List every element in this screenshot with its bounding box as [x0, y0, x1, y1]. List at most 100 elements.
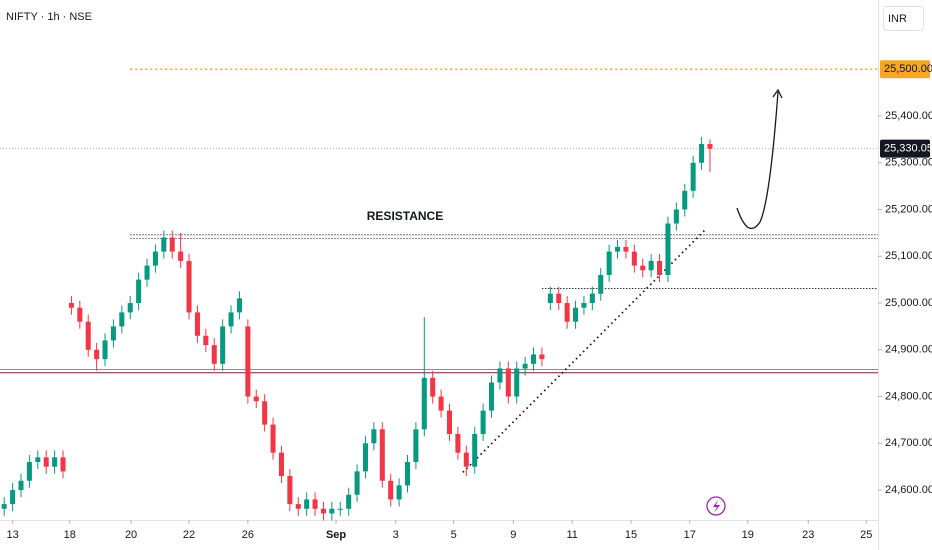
candle-body	[228, 312, 234, 327]
candle-body	[598, 274, 604, 294]
candle-body	[152, 251, 158, 266]
candle-body	[463, 452, 469, 467]
arrow-head	[772, 88, 783, 99]
x-tick-label: 23	[802, 529, 814, 541]
y-tick-label: 25,400.00	[885, 110, 932, 122]
candle-body	[203, 335, 209, 346]
candle-body	[362, 443, 369, 472]
y-tick-label: 24,800.00	[885, 390, 932, 402]
candle-body	[119, 312, 125, 327]
candle-body	[446, 410, 453, 434]
y-tick-label: 25,200.00	[885, 203, 932, 215]
candle-body	[18, 480, 24, 491]
x-tick-label: 9	[510, 529, 516, 541]
candle-body	[539, 354, 545, 360]
candle-body	[404, 462, 411, 486]
candle-body	[245, 326, 251, 397]
x-tick-label: 19	[742, 529, 754, 541]
candle-body	[547, 293, 553, 304]
candle-body	[673, 209, 679, 224]
candle-body	[337, 508, 343, 510]
candle-body	[77, 307, 83, 322]
candle-body	[623, 246, 629, 252]
candle-body	[194, 312, 200, 336]
x-tick-label: 13	[6, 529, 18, 541]
candle-body	[220, 326, 226, 364]
annotation: RESISTANCE	[367, 209, 443, 223]
candle-body	[278, 452, 284, 477]
candle-body	[699, 144, 705, 163]
candle-body	[396, 485, 402, 500]
candle-body	[1, 504, 7, 509]
candle-body	[102, 340, 108, 360]
currency[interactable]: INR	[888, 13, 907, 25]
candle-body	[455, 433, 461, 453]
candle-body	[564, 303, 570, 322]
candle-body	[354, 471, 360, 495]
candle-body	[253, 396, 259, 402]
candle-body	[329, 508, 335, 514]
candle-body	[648, 260, 654, 271]
candle-body	[606, 251, 612, 275]
projection-arrow	[736, 91, 779, 230]
candle-body	[10, 490, 16, 505]
candle-body	[480, 410, 486, 434]
candle-body	[304, 499, 310, 509]
candle-body	[295, 504, 301, 509]
candle-body	[690, 162, 696, 191]
last-price-label: 25,330.05	[884, 143, 932, 155]
candle-body	[320, 508, 326, 514]
candle-body	[640, 265, 646, 271]
candle-body	[35, 457, 41, 463]
candle-body	[127, 303, 133, 313]
candle-body	[262, 401, 268, 425]
candle-body	[497, 368, 503, 383]
candle-body	[430, 377, 436, 397]
candle-body	[270, 424, 276, 453]
candle-body	[488, 382, 495, 411]
candle-body	[371, 429, 377, 444]
candle-body	[707, 144, 713, 149]
x-tick-label: 22	[183, 529, 195, 541]
y-tick-label: 24,600.00	[885, 484, 932, 496]
candle-body	[505, 368, 511, 397]
currency-box[interactable]	[883, 6, 924, 31]
y-tick-label: 24,700.00	[885, 437, 932, 449]
x-tick-label: 17	[684, 529, 696, 541]
y-tick-label: 25,100.00	[885, 250, 932, 262]
candle-body	[631, 251, 637, 266]
candle-body	[556, 293, 562, 304]
candle-body	[522, 363, 528, 369]
candle-body	[236, 298, 242, 313]
candle-body	[68, 303, 74, 308]
candle-body	[657, 260, 663, 275]
candle-body	[85, 321, 91, 350]
candle-body	[144, 265, 150, 280]
candle-body	[43, 457, 49, 467]
candle-body	[379, 429, 385, 481]
x-tick-label: 18	[64, 529, 76, 541]
candle-body	[589, 293, 595, 304]
candle-body	[615, 246, 621, 252]
candle-body	[26, 462, 32, 481]
candle-body	[52, 457, 58, 467]
candle-body	[573, 307, 579, 322]
candle-body	[178, 251, 184, 261]
x-tick-label: 3	[393, 529, 399, 541]
candle-body	[421, 377, 427, 430]
lightning-icon[interactable]	[706, 496, 726, 516]
x-tick-label: 25	[860, 529, 872, 541]
candle-body	[346, 494, 352, 509]
candle-body	[388, 480, 394, 500]
target-tag	[880, 60, 930, 79]
candle-body	[287, 476, 293, 505]
x-tick-label: 26	[242, 529, 254, 541]
candle-body	[581, 303, 587, 308]
y-tick-label: 25,000.00	[885, 297, 932, 309]
x-tick-label: 20	[125, 529, 137, 541]
candle-body	[161, 237, 167, 252]
candle-body	[665, 223, 671, 275]
candle-body	[110, 326, 116, 341]
last-price-tag	[880, 139, 930, 158]
